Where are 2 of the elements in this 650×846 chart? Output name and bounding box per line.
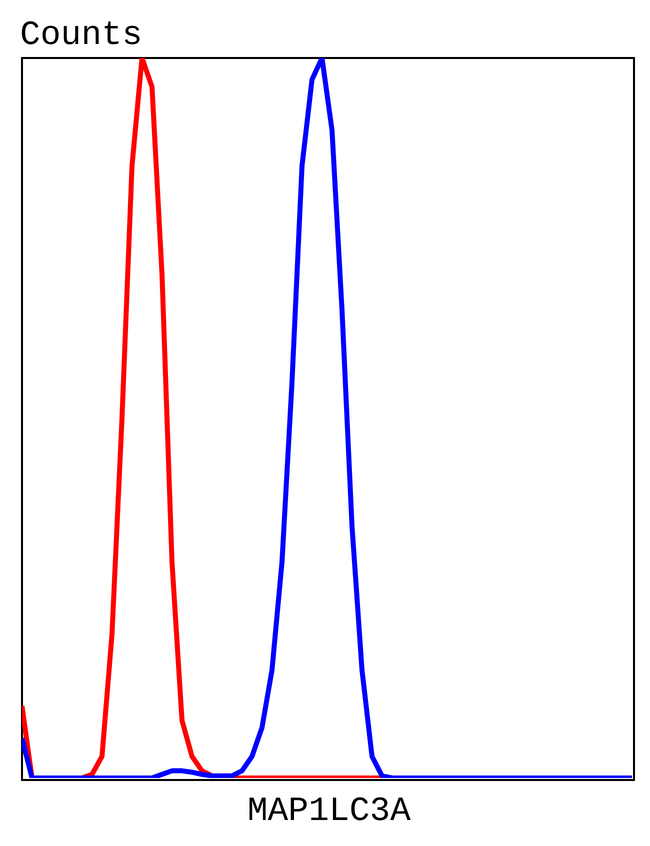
y-axis-title: Counts — [20, 16, 142, 56]
x-axis-title: MAP1LC3A — [246, 792, 412, 832]
